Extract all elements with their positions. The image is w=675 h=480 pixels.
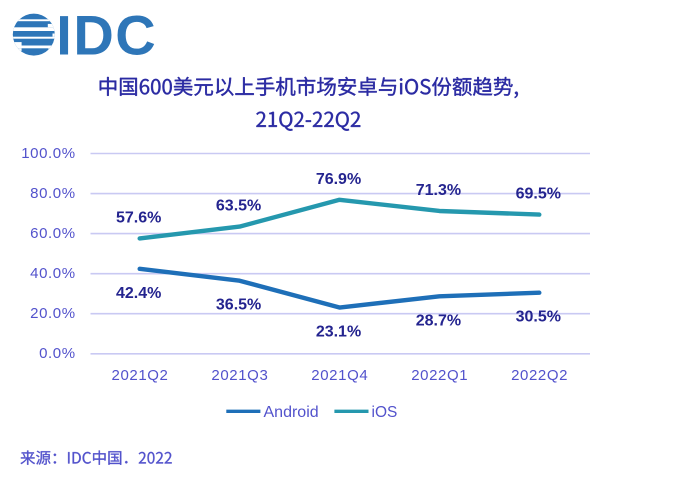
svg-text:Android: Android — [264, 404, 319, 421]
svg-text:2021Q3: 2021Q3 — [211, 367, 268, 384]
svg-text:2021Q4: 2021Q4 — [311, 367, 368, 384]
svg-text:36.5%: 36.5% — [216, 297, 261, 314]
svg-text:IDC: IDC — [56, 3, 157, 66]
svg-text:2022Q1: 2022Q1 — [411, 367, 468, 384]
svg-text:80.0%: 80.0% — [30, 185, 76, 202]
svg-text:30.5%: 30.5% — [516, 309, 561, 326]
svg-text:71.3%: 71.3% — [416, 182, 461, 199]
svg-text:60.0%: 60.0% — [30, 225, 76, 242]
svg-text:23.1%: 23.1% — [316, 324, 361, 341]
svg-text:76.9%: 76.9% — [316, 171, 361, 188]
svg-text:iOS: iOS — [372, 404, 398, 421]
svg-text:0.0%: 0.0% — [39, 345, 76, 362]
svg-text:57.6%: 57.6% — [116, 209, 161, 226]
svg-text:69.5%: 69.5% — [516, 186, 561, 203]
svg-text:100.0%: 100.0% — [21, 145, 75, 162]
svg-text:28.7%: 28.7% — [416, 312, 461, 329]
svg-text:20.0%: 20.0% — [30, 305, 76, 322]
svg-text:40.0%: 40.0% — [30, 265, 76, 282]
svg-text:63.5%: 63.5% — [216, 198, 261, 215]
svg-text:2022Q2: 2022Q2 — [511, 367, 568, 384]
svg-text:42.4%: 42.4% — [116, 285, 161, 302]
svg-text:2021Q2: 2021Q2 — [112, 367, 169, 384]
